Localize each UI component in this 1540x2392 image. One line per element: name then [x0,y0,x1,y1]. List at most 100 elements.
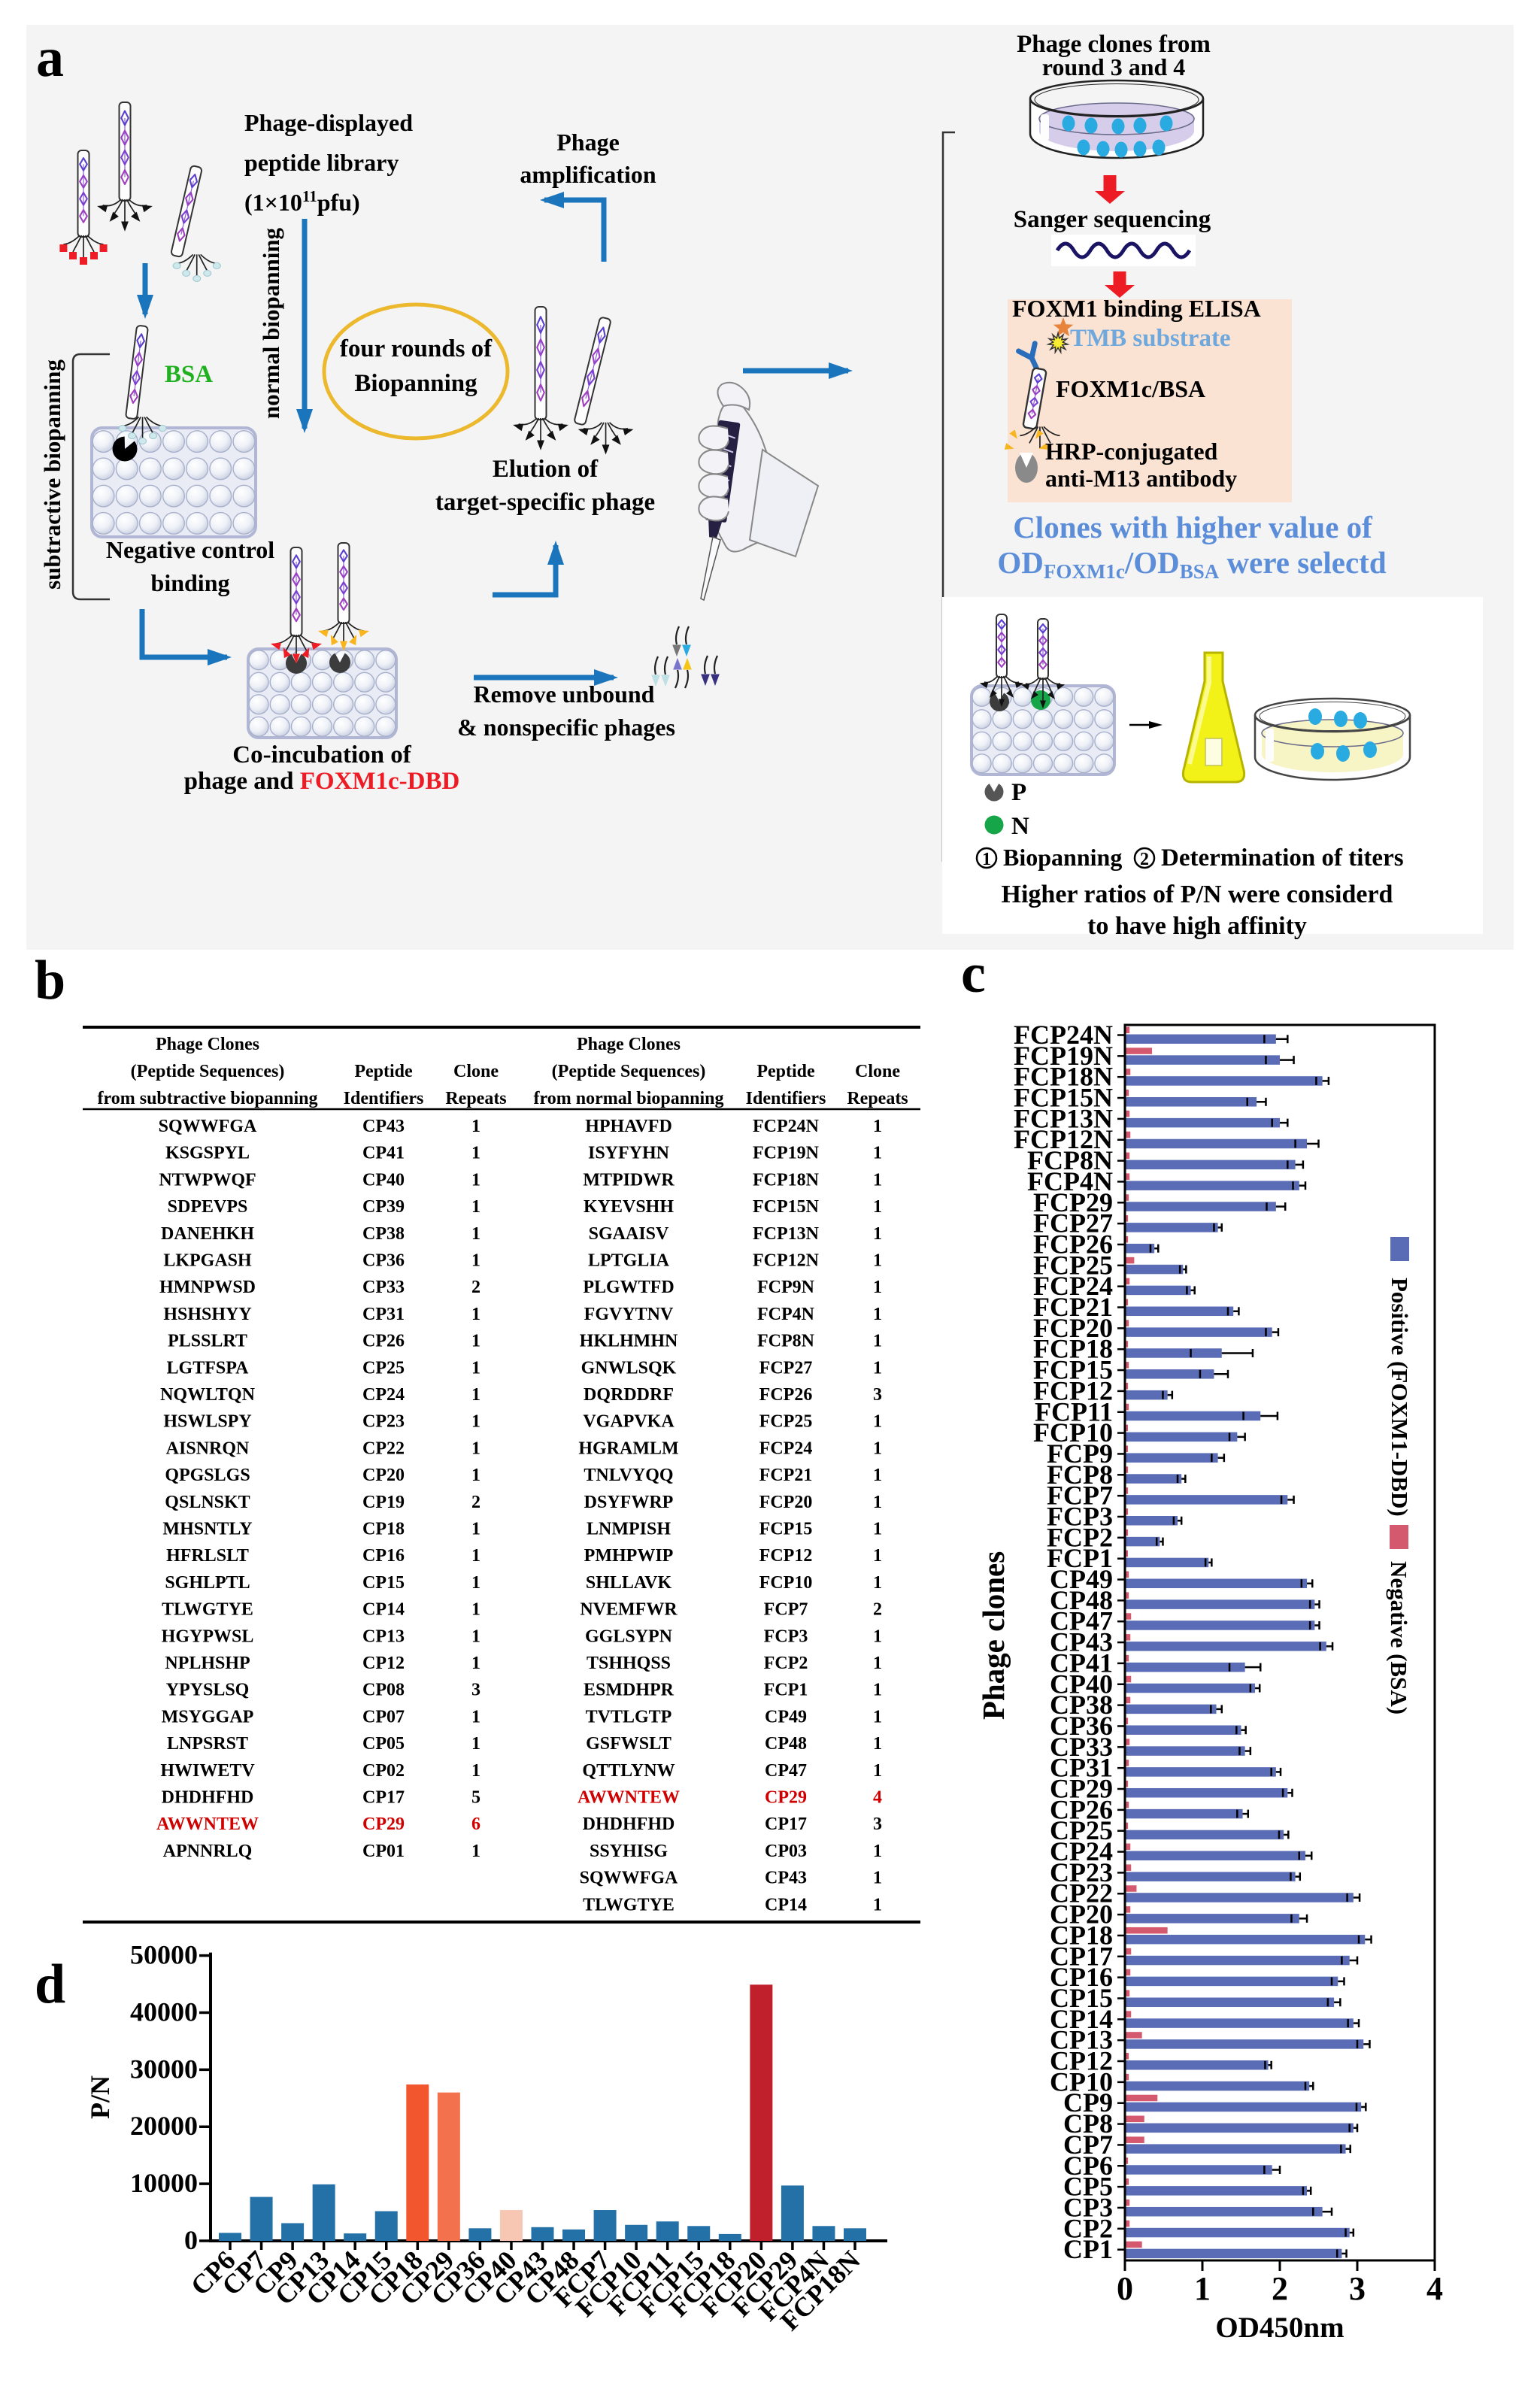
svg-text:CP15: CP15 [362,1573,405,1593]
svg-text:CP25: CP25 [1050,1815,1113,1845]
svg-text:round 3 and 4: round 3 and 4 [1042,53,1186,80]
svg-text:1: 1 [471,1385,480,1405]
svg-text:HWIWETV: HWIWETV [160,1761,255,1781]
svg-text:CP13: CP13 [1050,2025,1113,2055]
svg-text:CP22: CP22 [1050,1878,1113,1908]
svg-text:TVTLGTP: TVTLGTP [586,1707,672,1727]
svg-text:FCP2: FCP2 [764,1654,808,1673]
svg-text:LNMPISH: LNMPISH [587,1520,671,1539]
svg-text:CP3: CP3 [1063,2192,1113,2222]
svg-text:0: 0 [1117,2270,1133,2307]
svg-text:four rounds of: four rounds of [340,335,493,362]
svg-text:(Peptide Sequences): (Peptide Sequences) [552,1062,706,1081]
svg-text:CP47: CP47 [765,1761,807,1781]
svg-text:1: 1 [471,1654,480,1673]
svg-text:FCP18N: FCP18N [1014,1062,1113,1092]
svg-text:FCP7: FCP7 [1047,1481,1113,1511]
svg-text:CP12: CP12 [1050,2046,1113,2076]
svg-text:CP1: CP1 [1063,2234,1113,2264]
svg-text:P: P [1011,779,1026,806]
svg-text:FCP18N: FCP18N [753,1170,820,1190]
svg-text:NVEMFWR: NVEMFWR [580,1600,678,1620]
svg-text:SGHLPTL: SGHLPTL [165,1573,250,1593]
svg-text:CP40: CP40 [362,1170,405,1190]
svg-text:normal biopanning: normal biopanning [258,227,284,419]
svg-text:FCP24N: FCP24N [1014,1020,1113,1050]
svg-text:CP25: CP25 [362,1358,405,1378]
svg-text:1: 1 [873,1170,882,1190]
svg-text:FCP12N: FCP12N [753,1251,820,1271]
svg-text:SDPEVPS: SDPEVPS [168,1197,248,1217]
svg-text:4: 4 [1426,2270,1443,2307]
svg-text:1: 1 [873,1869,882,1888]
svg-text:FCP8: FCP8 [1047,1460,1113,1490]
svg-text:Clones with higher value of: Clones with higher value of [1013,510,1373,544]
svg-text:CP36: CP36 [362,1251,405,1271]
svg-text:QSLNSKT: QSLNSKT [165,1493,250,1512]
svg-text:CP14: CP14 [362,1600,405,1620]
svg-text:target-specific phage: target-specific phage [435,489,655,516]
svg-text:1: 1 [873,1895,882,1915]
svg-text:SSYHISG: SSYHISG [590,1842,668,1861]
svg-text:CP49: CP49 [1050,1564,1113,1594]
svg-text:4: 4 [873,1788,882,1808]
svg-text:FCP13N: FCP13N [1014,1103,1113,1133]
svg-text:MHSNTLY: MHSNTLY [162,1520,252,1539]
svg-text:FCP27: FCP27 [1033,1208,1113,1238]
svg-text:CP43: CP43 [362,1117,405,1136]
svg-text:CP29: CP29 [1050,1774,1113,1804]
svg-text:CP18: CP18 [362,1520,405,1539]
svg-text:QTTLYNW: QTTLYNW [582,1761,675,1781]
svg-text:MSYGGAP: MSYGGAP [162,1707,254,1727]
svg-text:Phage clones from: Phage clones from [1017,31,1211,58]
svg-text:CP20: CP20 [362,1466,405,1485]
svg-text:1: 1 [873,1224,882,1244]
svg-text:1: 1 [873,1707,882,1727]
svg-text:FCP20: FCP20 [759,1493,813,1512]
svg-text:CP29: CP29 [362,1814,405,1834]
svg-text:1: 1 [471,1144,480,1163]
svg-text:CP19: CP19 [362,1493,405,1512]
svg-text:NQWLTQN: NQWLTQN [160,1385,255,1405]
svg-text:Phage Clones: Phage Clones [577,1035,681,1054]
svg-text:CP47: CP47 [1050,1606,1113,1636]
svg-text:TLWGTYE: TLWGTYE [583,1895,675,1915]
svg-text:CP12: CP12 [362,1654,405,1673]
svg-text:FCP25: FCP25 [1033,1250,1113,1280]
svg-text:1: 1 [471,1224,480,1244]
svg-text:FCP4N: FCP4N [1027,1166,1113,1196]
svg-text:Sanger sequencing: Sanger sequencing [1014,206,1211,233]
svg-text:6: 6 [471,1814,480,1834]
svg-text:DHDHFHD: DHDHFHD [583,1814,675,1834]
svg-text:LKPGASH: LKPGASH [163,1251,252,1271]
svg-text:2: 2 [1272,2270,1288,2307]
svg-text:NTWPWQF: NTWPWQF [159,1170,256,1190]
svg-text:Remove unbound: Remove unbound [474,681,655,708]
svg-text:TNLVYQQ: TNLVYQQ [584,1466,673,1485]
svg-text:from normal biopanning: from normal biopanning [534,1089,724,1108]
svg-text:SHLLAVK: SHLLAVK [586,1573,672,1593]
svg-text:50000: 50000 [130,1940,198,1970]
svg-text:CP24: CP24 [1050,1836,1113,1866]
svg-text:DHDHFHD: DHDHFHD [162,1788,254,1808]
svg-text:(1×1011pfu): (1×1011pfu) [244,187,360,216]
svg-text:FCP26: FCP26 [1033,1229,1113,1259]
svg-text:FCP2: FCP2 [1047,1522,1113,1552]
svg-text:FCP10: FCP10 [759,1573,813,1593]
svg-text:CP23: CP23 [362,1412,405,1432]
svg-text:c: c [961,943,986,1005]
svg-text:CP26: CP26 [1050,1794,1113,1824]
svg-text:1: 1 [471,1251,480,1271]
svg-text:1: 1 [873,1439,882,1458]
svg-text:FCP11: FCP11 [1035,1396,1113,1426]
svg-text:1: 1 [873,1573,882,1593]
svg-text:CP17: CP17 [765,1814,807,1834]
svg-text:TLWGTYE: TLWGTYE [162,1600,253,1620]
svg-text:LGTFSPA: LGTFSPA [167,1358,250,1378]
svg-text:1: 1 [471,1439,480,1458]
svg-text:CP01: CP01 [362,1842,405,1861]
svg-text:1: 1 [873,1278,882,1297]
svg-text:CP22: CP22 [362,1439,405,1458]
svg-text:1: 1 [471,1573,480,1593]
svg-text:SQWWFGA: SQWWFGA [159,1117,257,1136]
